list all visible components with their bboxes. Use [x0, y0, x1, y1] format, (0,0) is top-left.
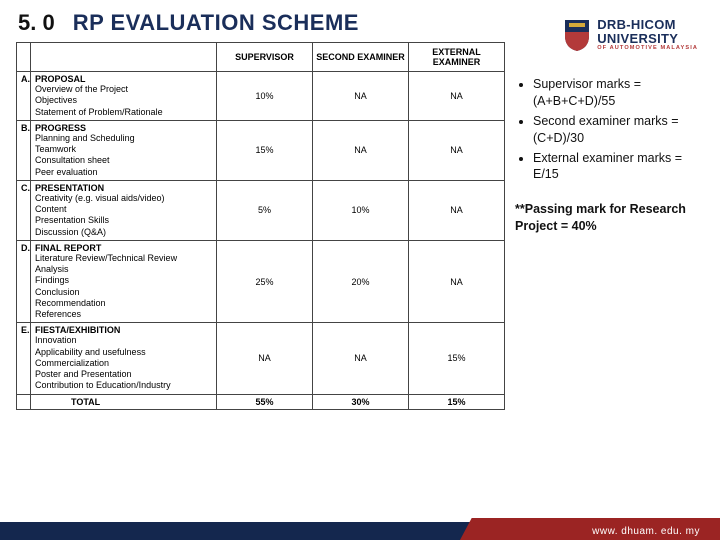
notes-list: Supervisor marks = (A+B+C+D)/55Second ex… [515, 76, 704, 183]
logo-line2: UNIVERSITY [597, 32, 698, 46]
cell-second: NA [313, 72, 409, 121]
total-row: TOTAL55%30%15% [17, 394, 505, 409]
total-supervisor: 55% [217, 394, 313, 409]
cell-second: NA [313, 323, 409, 394]
th-external: EXTERNAL EXAMINER [409, 43, 505, 72]
th-second: SECOND EXAMINER [313, 43, 409, 72]
total-second: 30% [313, 394, 409, 409]
cell-external: NA [409, 120, 505, 180]
row-label: D. [17, 240, 31, 323]
note-item: External examiner marks = E/15 [533, 150, 704, 184]
section-title: RP EVALUATION SCHEME [73, 10, 359, 36]
logo-line1: DRB-HICOM [597, 18, 698, 32]
cell-supervisor: 25% [217, 240, 313, 323]
th-item [31, 43, 217, 72]
total-external: 15% [409, 394, 505, 409]
cell-external: NA [409, 72, 505, 121]
category-items: Overview of the ProjectObjectivesStateme… [35, 84, 212, 118]
cell-second: NA [313, 120, 409, 180]
cell-second: 20% [313, 240, 409, 323]
section-number: 5. 0 [18, 10, 55, 36]
total-blank [17, 394, 31, 409]
content-area: SUPERVISOR SECOND EXAMINER EXTERNAL EXAM… [0, 40, 720, 410]
row-label: E. [17, 323, 31, 394]
row-label: C. [17, 180, 31, 240]
row-items: PROPOSALOverview of the ProjectObjective… [31, 72, 217, 121]
note-item: Second examiner marks = (C+D)/30 [533, 113, 704, 147]
cell-supervisor: NA [217, 323, 313, 394]
th-blank [17, 43, 31, 72]
category-items: Literature Review/Technical ReviewAnalys… [35, 253, 212, 321]
row-items: PRESENTATIONCreativity (e.g. visual aids… [31, 180, 217, 240]
row-label: B. [17, 120, 31, 180]
table-row: C.PRESENTATIONCreativity (e.g. visual ai… [17, 180, 505, 240]
slide-footer: www. dhuam. edu. my [0, 518, 720, 540]
row-label: A. [17, 72, 31, 121]
table-row: A.PROPOSALOverview of the ProjectObjecti… [17, 72, 505, 121]
table-row: B.PROGRESSPlanning and SchedulingTeamwor… [17, 120, 505, 180]
cell-supervisor: 15% [217, 120, 313, 180]
cell-second: 10% [313, 180, 409, 240]
cell-external: 15% [409, 323, 505, 394]
category-title: FIESTA/EXHIBITION [35, 325, 212, 335]
note-item: Supervisor marks = (A+B+C+D)/55 [533, 76, 704, 110]
logo-text: DRB-HICOM UNIVERSITY OF AUTOMOTIVE MALAY… [597, 18, 698, 51]
th-supervisor: SUPERVISOR [217, 43, 313, 72]
category-title: FINAL REPORT [35, 243, 212, 253]
passing-mark-note: **Passing mark for Research Project = 40… [515, 201, 704, 235]
university-logo: DRB-HICOM UNIVERSITY OF AUTOMOTIVE MALAY… [563, 18, 698, 52]
table-row: D.FINAL REPORTLiterature Review/Technica… [17, 240, 505, 323]
row-items: FINAL REPORTLiterature Review/Technical … [31, 240, 217, 323]
row-items: FIESTA/EXHIBITIONInnovationApplicability… [31, 323, 217, 394]
category-items: Creativity (e.g. visual aids/video)Conte… [35, 193, 212, 238]
footer-url: www. dhuam. edu. my [592, 526, 700, 537]
category-items: InnovationApplicability and usefulnessCo… [35, 335, 212, 391]
total-label: TOTAL [31, 394, 217, 409]
cell-external: NA [409, 240, 505, 323]
cell-supervisor: 5% [217, 180, 313, 240]
cell-external: NA [409, 180, 505, 240]
side-notes: Supervisor marks = (A+B+C+D)/55Second ex… [515, 42, 704, 235]
table-row: E.FIESTA/EXHIBITIONInnovationApplicabili… [17, 323, 505, 394]
evaluation-table: SUPERVISOR SECOND EXAMINER EXTERNAL EXAM… [16, 42, 505, 410]
category-items: Planning and SchedulingTeamworkConsultat… [35, 133, 212, 178]
logo-tagline: OF AUTOMOTIVE MALAYSIA [597, 46, 698, 52]
category-title: PRESENTATION [35, 183, 212, 193]
shield-icon [563, 18, 591, 52]
category-title: PROPOSAL [35, 74, 212, 84]
cell-supervisor: 10% [217, 72, 313, 121]
row-items: PROGRESSPlanning and SchedulingTeamworkC… [31, 120, 217, 180]
category-title: PROGRESS [35, 123, 212, 133]
table-header-row: SUPERVISOR SECOND EXAMINER EXTERNAL EXAM… [17, 43, 505, 72]
